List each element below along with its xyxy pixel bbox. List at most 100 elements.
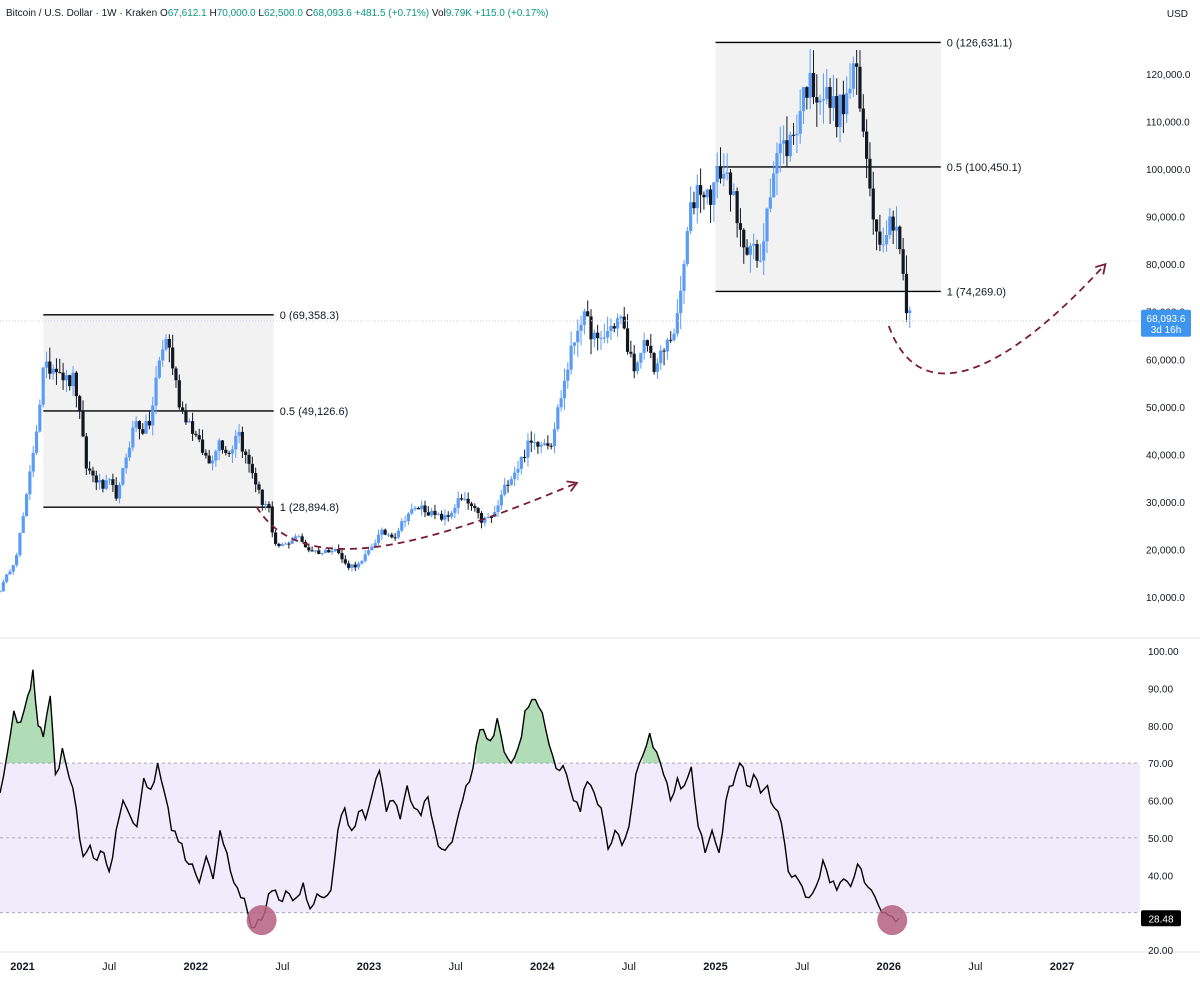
candle-body xyxy=(370,546,374,551)
candle-body xyxy=(506,484,510,486)
candle-body xyxy=(655,363,660,372)
candle-body xyxy=(576,330,580,343)
candle-body xyxy=(383,529,387,535)
candle-body xyxy=(204,452,208,456)
time-tick-label: Jul xyxy=(449,961,463,973)
candle-body xyxy=(267,504,271,507)
candle-body xyxy=(360,560,364,564)
candle-body xyxy=(878,231,882,245)
candle-body xyxy=(260,489,264,505)
candle-body xyxy=(31,452,35,472)
candle-body xyxy=(413,507,417,510)
candle-body xyxy=(240,431,244,452)
candle-body xyxy=(330,550,334,553)
candle-body xyxy=(672,333,676,341)
candle-body xyxy=(705,189,709,198)
candle-body xyxy=(532,442,537,444)
candle-body xyxy=(214,451,218,461)
candle-body xyxy=(177,380,181,408)
candle-body xyxy=(891,216,895,231)
candle-body xyxy=(589,316,593,340)
candle-body xyxy=(592,332,596,340)
candle-body xyxy=(745,247,749,255)
candle-body xyxy=(293,536,298,541)
rsi-low-marker xyxy=(246,905,277,936)
axes-layer: 10,000.0 20,000.0 30,000.0 40,000.0 50,000.0… xyxy=(10,70,1191,973)
price-badge xyxy=(1141,309,1191,337)
currency-label[interactable]: USD xyxy=(1166,9,1188,20)
candle-body xyxy=(386,534,391,536)
candle-body xyxy=(58,372,62,374)
candle-body xyxy=(436,513,440,515)
candle-body xyxy=(708,189,713,205)
time-tick-label: Jul xyxy=(622,961,636,973)
candle-body xyxy=(297,536,301,538)
candle-body xyxy=(68,375,72,387)
rsi-tick-label: 90.00 xyxy=(1148,684,1173,695)
candle-body xyxy=(21,516,25,533)
candle-body xyxy=(237,431,241,436)
candle-body xyxy=(718,166,723,179)
candle-body xyxy=(778,143,782,154)
candle-body xyxy=(51,368,55,374)
price-tick-label: 50,000.0 xyxy=(1146,403,1185,414)
candle-body xyxy=(619,316,623,319)
candle-body xyxy=(131,427,135,448)
candle-body xyxy=(546,443,550,446)
candle-body xyxy=(702,194,706,198)
candle-body xyxy=(423,505,427,513)
candle-body xyxy=(821,99,826,101)
candle-body xyxy=(649,345,653,354)
candle-body xyxy=(154,377,158,406)
candle-body xyxy=(24,494,29,517)
candle-body xyxy=(831,96,836,108)
candle-body xyxy=(210,460,215,464)
candle-body xyxy=(519,456,523,469)
rsi-badge xyxy=(1141,910,1181,927)
candle-body xyxy=(901,249,905,274)
candle-body xyxy=(74,372,78,397)
candle-body xyxy=(270,506,274,533)
candle-body xyxy=(775,153,779,174)
price-tick-label: 80,000.0 xyxy=(1146,260,1185,271)
candle-body xyxy=(327,550,331,553)
candle-body xyxy=(858,66,862,109)
fib-level-label: 0 (69,358.3) xyxy=(280,310,339,322)
candle-body xyxy=(692,202,696,209)
interval[interactable]: 1W xyxy=(101,8,117,19)
candle-body xyxy=(695,185,699,209)
candle-body xyxy=(665,339,669,352)
candle-body xyxy=(107,479,112,481)
candle-body xyxy=(675,313,679,334)
close-label: C xyxy=(305,8,313,19)
candle-body xyxy=(84,436,88,469)
candle-body xyxy=(127,447,132,458)
candle-body xyxy=(606,331,610,338)
candle-body xyxy=(190,421,195,434)
close-value: 68,093.6 xyxy=(312,8,352,19)
candle-body xyxy=(114,485,118,499)
candle-body xyxy=(250,463,254,474)
rsi-tick-label: 80.00 xyxy=(1148,722,1173,733)
fib-level-label: 1 (74,269.0) xyxy=(947,286,1006,298)
volume-label: Vol xyxy=(431,8,446,19)
candle-body xyxy=(765,208,769,242)
volume-change: +115.0 (+0.17%) xyxy=(474,8,549,19)
time-tick-label: 2022 xyxy=(184,961,208,973)
time-tick-label: 2025 xyxy=(703,961,727,973)
candle-body xyxy=(752,243,756,246)
candle-body xyxy=(725,172,729,174)
rsi-tick-label: 60.00 xyxy=(1148,797,1173,808)
candle-body xyxy=(406,513,411,522)
candle-body xyxy=(874,219,879,232)
grid-layer xyxy=(0,637,1200,953)
fib-level-label: 1 (28,894.8) xyxy=(280,502,339,514)
candle-body xyxy=(366,550,371,555)
candle-body xyxy=(363,554,367,561)
open-label: O xyxy=(159,8,168,19)
time-tick-label: 2024 xyxy=(530,961,555,973)
candle-body xyxy=(300,536,304,542)
symbol-name[interactable]: Bitcoin / U.S. Dollar xyxy=(6,8,93,19)
rsi-layer xyxy=(0,669,1140,936)
fib-level-label: 0 (126,631.1) xyxy=(947,37,1012,49)
